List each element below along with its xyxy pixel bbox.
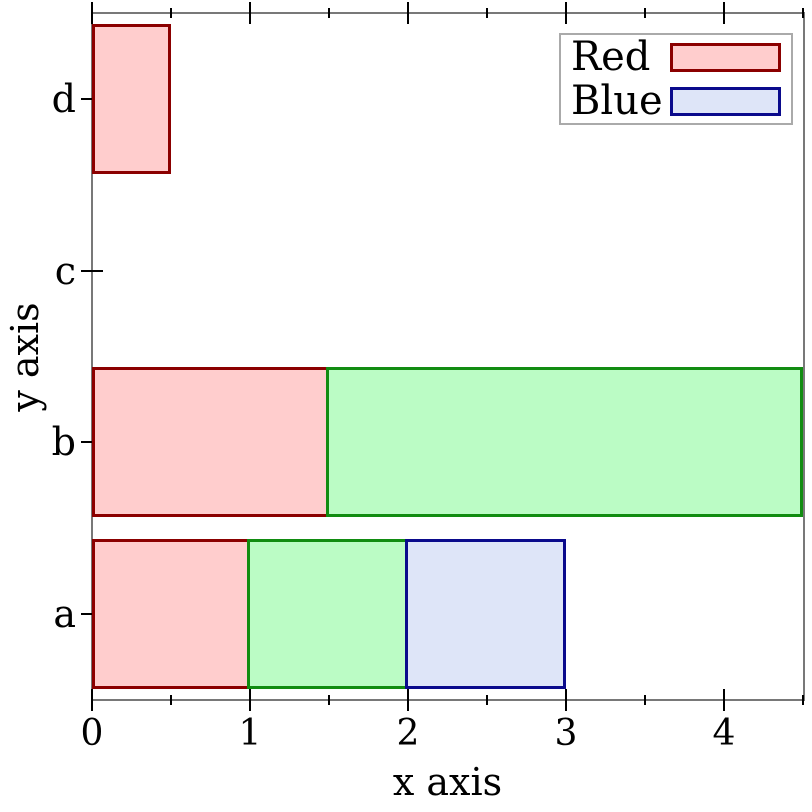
bar-a-red-segment — [92, 539, 250, 689]
x-major-tick-bottom — [407, 689, 409, 711]
x-major-tick-top — [249, 2, 251, 24]
x-minor-tick-bottom — [802, 695, 804, 705]
x-tick-label: 1 — [238, 713, 262, 754]
plot-spine-right — [803, 12, 805, 701]
x-tick-label: 3 — [554, 713, 578, 754]
x-minor-tick-top — [802, 8, 804, 18]
x-major-tick-top — [91, 2, 93, 24]
plot-spine-bottom — [91, 699, 805, 701]
x-major-tick-top — [407, 2, 409, 24]
bar-b-green-segment — [326, 367, 803, 517]
x-major-tick-bottom — [565, 689, 567, 711]
x-minor-tick-bottom — [644, 695, 646, 705]
x-major-tick-top — [565, 2, 567, 24]
x-tick-label: 4 — [712, 713, 736, 754]
legend-entry-blue: Blue — [561, 79, 791, 123]
x-minor-tick-bottom — [170, 695, 172, 705]
x-minor-tick-top — [644, 8, 646, 18]
x-major-tick-bottom — [91, 689, 93, 711]
legend-label: Red — [571, 34, 651, 80]
y-axis-label: y axis — [3, 302, 47, 412]
bar-b-red-segment — [92, 367, 329, 517]
plot-spine-left — [91, 12, 93, 701]
x-major-tick-bottom — [249, 689, 251, 711]
x-tick-label: 0 — [80, 713, 104, 754]
y-category-label: b — [51, 420, 76, 464]
y-tick — [81, 270, 103, 272]
x-major-tick-bottom — [723, 689, 725, 711]
y-category-label: a — [53, 592, 76, 636]
x-minor-tick-bottom — [328, 695, 330, 705]
legend-swatch-blue — [670, 86, 781, 116]
y-category-label: d — [51, 77, 76, 121]
bar-a-green-segment — [247, 539, 408, 689]
plot-spine-top — [91, 12, 805, 14]
legend-swatch-red — [670, 42, 781, 72]
x-axis-label: x axis — [392, 760, 503, 804]
legend-label: Blue — [571, 78, 663, 124]
legend: Red Blue — [559, 33, 793, 125]
x-minor-tick-top — [170, 8, 172, 18]
x-major-tick-top — [723, 2, 725, 24]
y-category-label: c — [54, 249, 76, 293]
x-minor-tick-top — [328, 8, 330, 18]
bar-a-blue-segment — [405, 539, 566, 689]
x-minor-tick-bottom — [486, 695, 488, 705]
x-minor-tick-top — [486, 8, 488, 18]
bar-d-red-segment — [92, 24, 171, 174]
legend-entry-red: Red — [561, 35, 791, 79]
x-tick-label: 2 — [396, 713, 420, 754]
